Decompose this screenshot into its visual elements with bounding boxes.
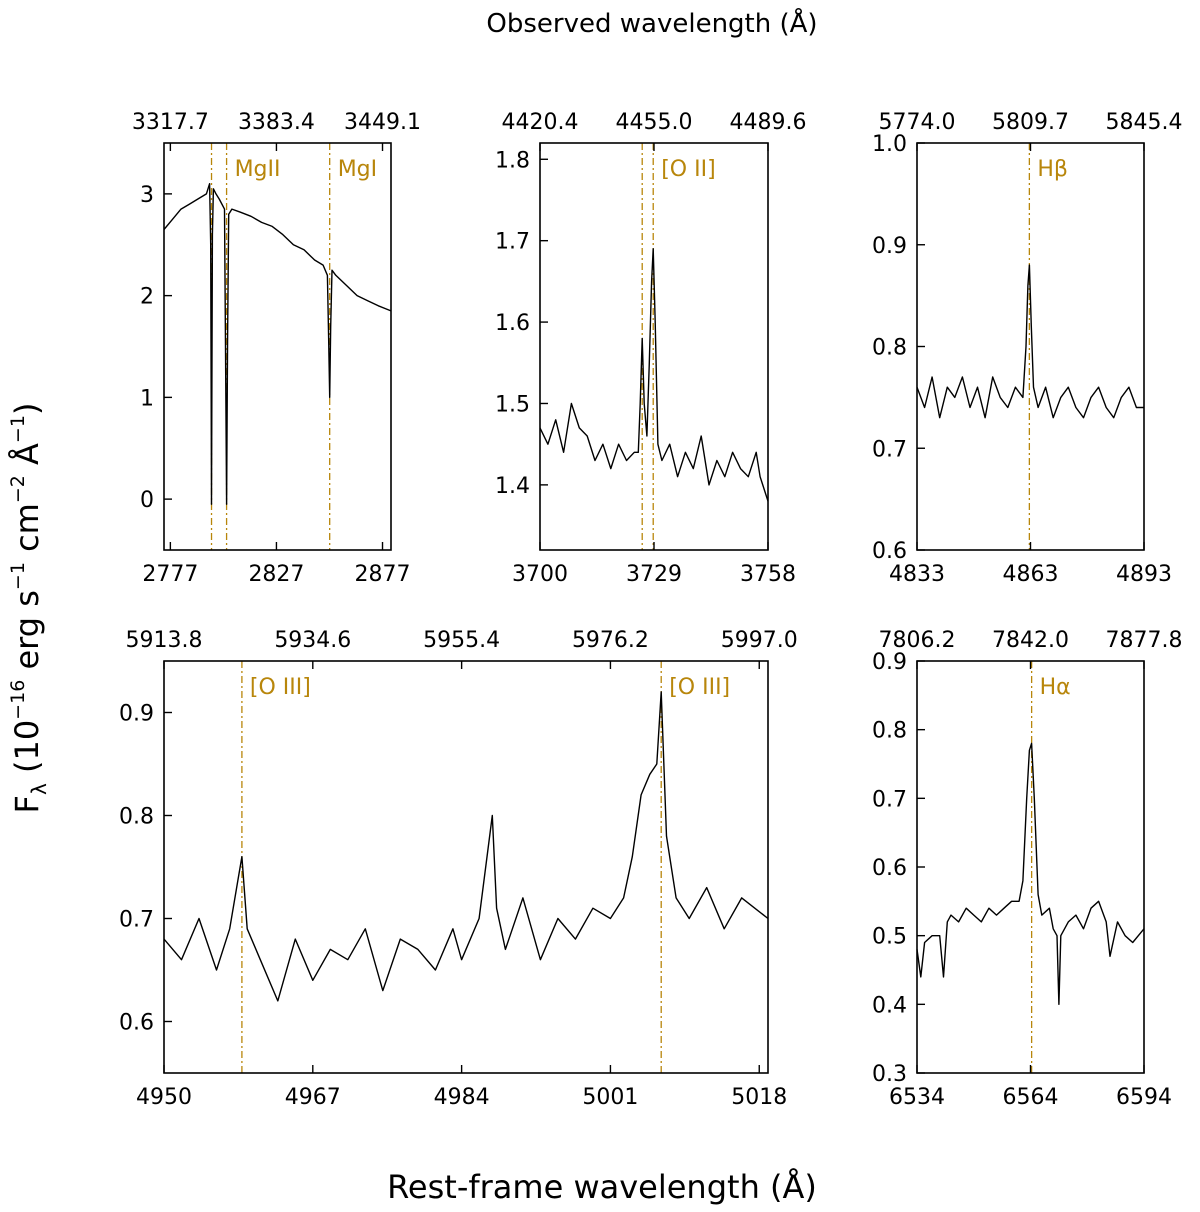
xtick-label-hb-0: 4833	[889, 562, 945, 587]
ytick-label-oiii-1: 0.7	[119, 908, 154, 933]
xtick-label-oii-1: 3729	[626, 562, 682, 587]
xtick-label-mg-1: 2827	[248, 562, 304, 587]
ytick-label-oiii-0: 0.6	[119, 1011, 154, 1036]
ytick-label-oii-4: 1.8	[495, 148, 530, 173]
top-xtick-label-oii-2: 4489.6	[730, 110, 807, 135]
panel-hb: Hβ 4833 5774.0 4863 5809.7 4893 5845.4 0.6 0.7 0.…	[872, 110, 1182, 587]
ytick-label-ha-4: 0.7	[872, 787, 907, 812]
ytick-label-hb-3: 0.9	[872, 234, 907, 259]
xtick-label-oii-2: 3758	[740, 562, 796, 587]
ytick-label-oiii-2: 0.8	[119, 805, 154, 830]
spectrum-hb	[916, 264, 1144, 419]
ytick-label-mg-0: 0	[140, 488, 154, 513]
line-label-ha-0: Hα	[1040, 675, 1071, 700]
ytick-label-ha-2: 0.5	[872, 925, 907, 950]
y-axis-title: Fλ (10−16 erg s−1 cm−2 Å−1)	[7, 403, 51, 814]
xtick-label-ha-1: 6564	[1003, 1085, 1059, 1110]
frame-hb	[916, 142, 1145, 551]
top-xtick-label-ha-2: 7877.8	[1106, 628, 1183, 653]
spectrum-ha	[916, 742, 1145, 1005]
xtick-label-oiii-4: 5018	[731, 1085, 787, 1110]
ytick-label-mg-3: 3	[140, 183, 154, 208]
frame-oii	[539, 142, 769, 551]
frame-ha	[916, 660, 1145, 1074]
line-label-oii-1: [O II]	[661, 157, 715, 182]
top-xtick-label-mg-2: 3449.1	[344, 110, 421, 135]
ytick-label-oiii-3: 0.9	[119, 702, 154, 727]
xtick-label-oiii-1: 4967	[285, 1085, 341, 1110]
ytick-label-oii-0: 1.4	[495, 474, 530, 499]
panel-oiii: [O III] [O III] 4950 5913.8 4967 5934.6 4984 59…	[119, 628, 798, 1110]
ytick-label-oii-3: 1.7	[495, 230, 530, 255]
spectrum-mg	[163, 182, 392, 505]
ytick-label-hb-2: 0.8	[872, 336, 907, 361]
top-xtick-label-hb-1: 5809.7	[992, 110, 1069, 135]
spectrum-oii	[539, 248, 769, 502]
xtick-label-hb-2: 4893	[1116, 562, 1172, 587]
ytick-label-ha-0: 0.3	[872, 1062, 907, 1087]
xtick-label-mg-2: 2877	[355, 562, 411, 587]
panel-oii: [O II] 3700 4420.4 3729 4455.0 3758 4489.6 1.4 1…	[495, 110, 806, 587]
ytick-label-ha-3: 0.6	[872, 856, 907, 881]
top-xtick-label-mg-1: 3383.4	[238, 110, 315, 135]
ytick-label-oii-1: 1.5	[495, 392, 530, 417]
ytick-label-ha-6: 0.9	[872, 650, 907, 675]
ytick-label-ha-5: 0.8	[872, 719, 907, 744]
xtick-label-oiii-2: 4984	[434, 1085, 490, 1110]
top-xtick-label-oiii-3: 5976.2	[572, 628, 649, 653]
panels: MgII MgI 2777 3317.7 2827 3383.4 2877 3449.1 0 1 2…	[119, 110, 1182, 1110]
xtick-label-oii-0: 3700	[512, 562, 568, 587]
xtick-label-hb-1: 4863	[1003, 562, 1059, 587]
top-axis-title: Observed wavelength (Å)	[486, 7, 817, 39]
ytick-label-hb-4: 1.0	[872, 132, 907, 157]
frame-oiii	[163, 660, 769, 1074]
top-xtick-label-oiii-4: 5997.0	[721, 628, 798, 653]
panel-ha: Hα 6534 7806.2 6564 7842.0 6594 7877.8 0.3 0.4 0.…	[872, 628, 1182, 1110]
line-label-mg-2: MgI	[338, 157, 377, 182]
ytick-label-mg-1: 1	[140, 386, 154, 411]
xtick-label-mg-0: 2777	[142, 562, 198, 587]
ytick-label-oii-2: 1.6	[495, 311, 530, 336]
top-xtick-label-ha-0: 7806.2	[879, 628, 956, 653]
ytick-label-mg-2: 2	[140, 285, 154, 310]
xtick-label-ha-2: 6594	[1116, 1085, 1172, 1110]
panel-mg: MgII MgI 2777 3317.7 2827 3383.4 2877 3449.1 0 1 2…	[132, 110, 421, 587]
line-label-oiii-1: [O III]	[669, 675, 730, 700]
line-label-oiii-0: [O III]	[250, 675, 311, 700]
line-label-hb-0: Hβ	[1037, 157, 1068, 182]
ytick-label-ha-1: 0.4	[872, 993, 907, 1018]
top-xtick-label-oiii-0: 5913.8	[126, 628, 203, 653]
top-xtick-label-oii-0: 4420.4	[502, 110, 579, 135]
xtick-label-oiii-3: 5001	[582, 1085, 638, 1110]
spectrum-oiii	[163, 691, 769, 1002]
ytick-label-hb-0: 0.6	[872, 539, 907, 564]
line-label-mg-1: MgII	[235, 157, 281, 182]
xtick-label-ha-0: 6534	[889, 1085, 945, 1110]
top-xtick-label-hb-2: 5845.4	[1106, 110, 1183, 135]
frame-mg	[163, 142, 392, 551]
bottom-axis-title: Rest-frame wavelength (Å)	[387, 1168, 817, 1206]
top-xtick-label-hb-0: 5774.0	[879, 110, 956, 135]
top-xtick-label-mg-0: 3317.7	[132, 110, 209, 135]
top-xtick-label-oiii-1: 5934.6	[274, 628, 351, 653]
ytick-label-hb-1: 0.7	[872, 437, 907, 462]
xtick-label-oiii-0: 4950	[136, 1085, 192, 1110]
top-xtick-label-ha-1: 7842.0	[992, 628, 1069, 653]
top-xtick-label-oiii-2: 5955.4	[423, 628, 500, 653]
top-xtick-label-oii-1: 4455.0	[616, 110, 693, 135]
